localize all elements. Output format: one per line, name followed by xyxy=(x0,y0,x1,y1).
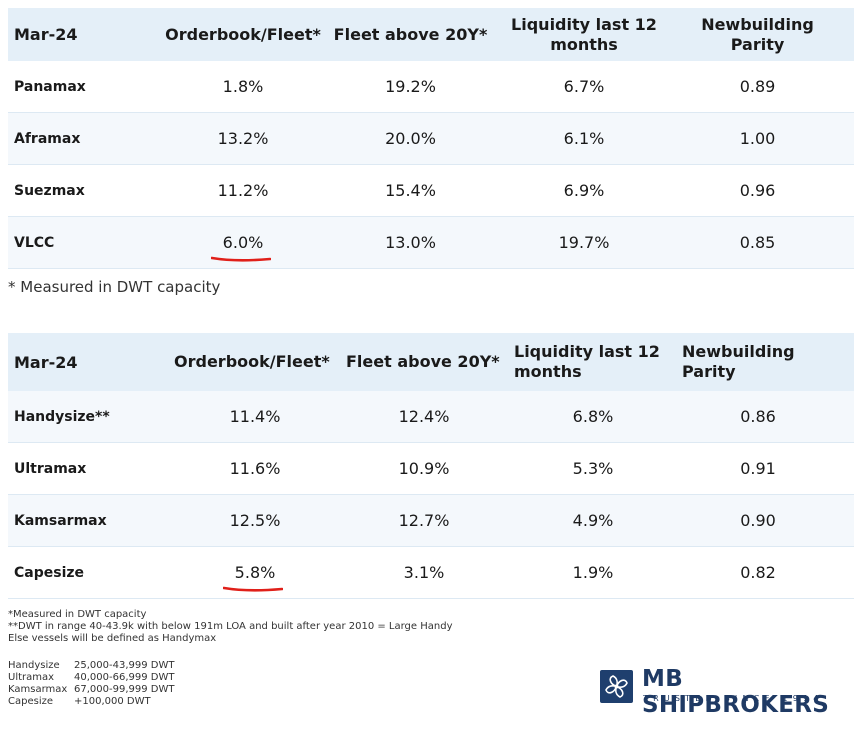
size-range: 40,000-66,999 DWT xyxy=(74,672,175,683)
highlighted-value: 6.0% xyxy=(222,233,264,252)
fleet-age-value: 12.7% xyxy=(398,511,450,530)
size-name: Capesize xyxy=(8,696,53,707)
vessel-name: Ultramax xyxy=(14,460,87,477)
size-range-list: Handysize 25,000-43,999 DWT Ultramax 40,00… xyxy=(8,660,174,708)
liquidity-value: 1.9% xyxy=(572,563,614,582)
size-range: 25,000-43,999 DWT xyxy=(74,660,175,671)
footnote: Else vessels will be defined as Handymax xyxy=(8,633,217,644)
size-range: 67,000-99,999 DWT xyxy=(74,684,175,695)
orderbook-value: 12.5% xyxy=(229,511,281,530)
tanker-table: Mar-24 Orderbook/Fleet* Fleet above 20Y*… xyxy=(8,8,854,269)
orderbook-value: 1.8% xyxy=(222,77,264,96)
fleet-age-value: 13.0% xyxy=(385,233,436,252)
table-header: Mar-24 Orderbook/Fleet* Fleet above 20Y*… xyxy=(8,333,854,391)
fleet-age-value: 19.2% xyxy=(385,77,436,96)
size-name: Kamsarmax xyxy=(8,684,68,695)
header-liquidity: Liquidity last 12 months xyxy=(511,14,657,54)
table-row: Capesize 5.8% 3.1% 1.9% 0.82 xyxy=(8,547,854,599)
liquidity-value: 6.9% xyxy=(563,181,605,200)
header-liquidity: Liquidity last 12 months xyxy=(514,342,660,381)
header-period: Mar-24 xyxy=(14,352,78,372)
table-header: Mar-24 Orderbook/Fleet* Fleet above 20Y*… xyxy=(8,8,854,61)
vessel-name: Panamax xyxy=(14,78,86,95)
header-period: Mar-24 xyxy=(14,25,78,44)
list-item: Kamsarmax 67,000-99,999 DWT xyxy=(8,684,174,696)
liquidity-value: 19.7% xyxy=(558,233,610,252)
table-row: Kamsarmax 12.5% 12.7% 4.9% 0.90 xyxy=(8,495,854,547)
highlighted-value: 5.8% xyxy=(234,563,276,582)
footnote: *Measured in DWT capacity xyxy=(8,609,147,620)
vessel-name: Handysize** xyxy=(14,408,110,425)
logo-title: MB SHIPBROKERS xyxy=(642,666,830,718)
parity-value: 0.82 xyxy=(740,563,776,582)
fleet-age-value: 3.1% xyxy=(403,563,445,582)
liquidity-value: 6.8% xyxy=(572,407,614,426)
table-row: Ultramax 11.6% 10.9% 5.3% 0.91 xyxy=(8,443,854,495)
header-orderbook: Orderbook/Fleet* xyxy=(174,352,330,371)
liquidity-value: 6.1% xyxy=(563,129,605,148)
parity-value: 0.86 xyxy=(740,407,776,426)
orderbook-value: 11.4% xyxy=(229,407,281,426)
parity-value: 0.96 xyxy=(739,181,776,200)
header-fleet-age: Fleet above 20Y* xyxy=(346,352,500,371)
table-row: Panamax 1.8% 19.2% 6.7% 0.89 xyxy=(8,61,854,113)
orderbook-value: 5.8% xyxy=(170,563,340,592)
header-fleet-age: Fleet above 20Y* xyxy=(333,24,488,44)
vessel-name: Aframax xyxy=(14,130,81,147)
orderbook-value: 6.0% xyxy=(158,233,328,262)
size-range: +100,000 DWT xyxy=(74,696,151,707)
footnote: **DWT in range 40-43.9k with below 191m … xyxy=(8,621,453,632)
vessel-name: Suezmax xyxy=(14,182,85,199)
header-orderbook: Orderbook/Fleet* xyxy=(165,24,321,44)
red-underline-mark xyxy=(210,256,271,262)
parity-value: 0.90 xyxy=(740,511,776,530)
propeller-icon xyxy=(600,670,633,703)
list-item: Capesize +100,000 DWT xyxy=(8,696,174,708)
bulker-table: Mar-24 Orderbook/Fleet* Fleet above 20Y*… xyxy=(8,333,854,599)
list-item: Ultramax 40,000-66,999 DWT xyxy=(8,672,174,684)
red-underline-mark xyxy=(222,586,283,592)
company-logo: MB SHIPBROKERS TRUSTED SINCE 1914 xyxy=(600,666,840,718)
table-row: Suezmax 11.2% 15.4% 6.9% 0.96 xyxy=(8,165,854,217)
header-parity: Newbuilding Parity xyxy=(682,342,795,381)
liquidity-value: 5.3% xyxy=(572,459,614,478)
parity-value: 0.89 xyxy=(739,77,776,96)
fleet-age-value: 15.4% xyxy=(385,181,436,200)
orderbook-value: 11.2% xyxy=(217,181,269,200)
list-item: Handysize 25,000-43,999 DWT xyxy=(8,660,174,672)
parity-value: 0.85 xyxy=(739,233,776,252)
parity-value: 1.00 xyxy=(739,129,776,148)
table-row: Handysize** 11.4% 12.4% 6.8% 0.86 xyxy=(8,391,854,443)
table-note: * Measured in DWT capacity xyxy=(8,278,221,296)
size-name: Ultramax xyxy=(8,672,55,683)
orderbook-value: 11.6% xyxy=(229,459,281,478)
vessel-name: Kamsarmax xyxy=(14,512,107,529)
table-row: Aframax 13.2% 20.0% 6.1% 1.00 xyxy=(8,113,854,165)
header-parity: Newbuilding Parity xyxy=(701,14,814,54)
logo-tagline: TRUSTED SINCE 1914 xyxy=(643,694,824,703)
vessel-name: Capesize xyxy=(14,564,85,581)
liquidity-value: 4.9% xyxy=(572,511,614,530)
orderbook-value: 13.2% xyxy=(217,129,269,148)
fleet-age-value: 10.9% xyxy=(398,459,450,478)
size-name: Handysize xyxy=(8,660,60,671)
table-row: VLCC 6.0% 13.0% 19.7% 0.85 xyxy=(8,217,854,269)
vessel-name: VLCC xyxy=(14,234,55,251)
liquidity-value: 6.7% xyxy=(563,77,605,96)
parity-value: 0.91 xyxy=(740,459,776,478)
fleet-age-value: 12.4% xyxy=(398,407,450,426)
fleet-age-value: 20.0% xyxy=(385,129,436,148)
